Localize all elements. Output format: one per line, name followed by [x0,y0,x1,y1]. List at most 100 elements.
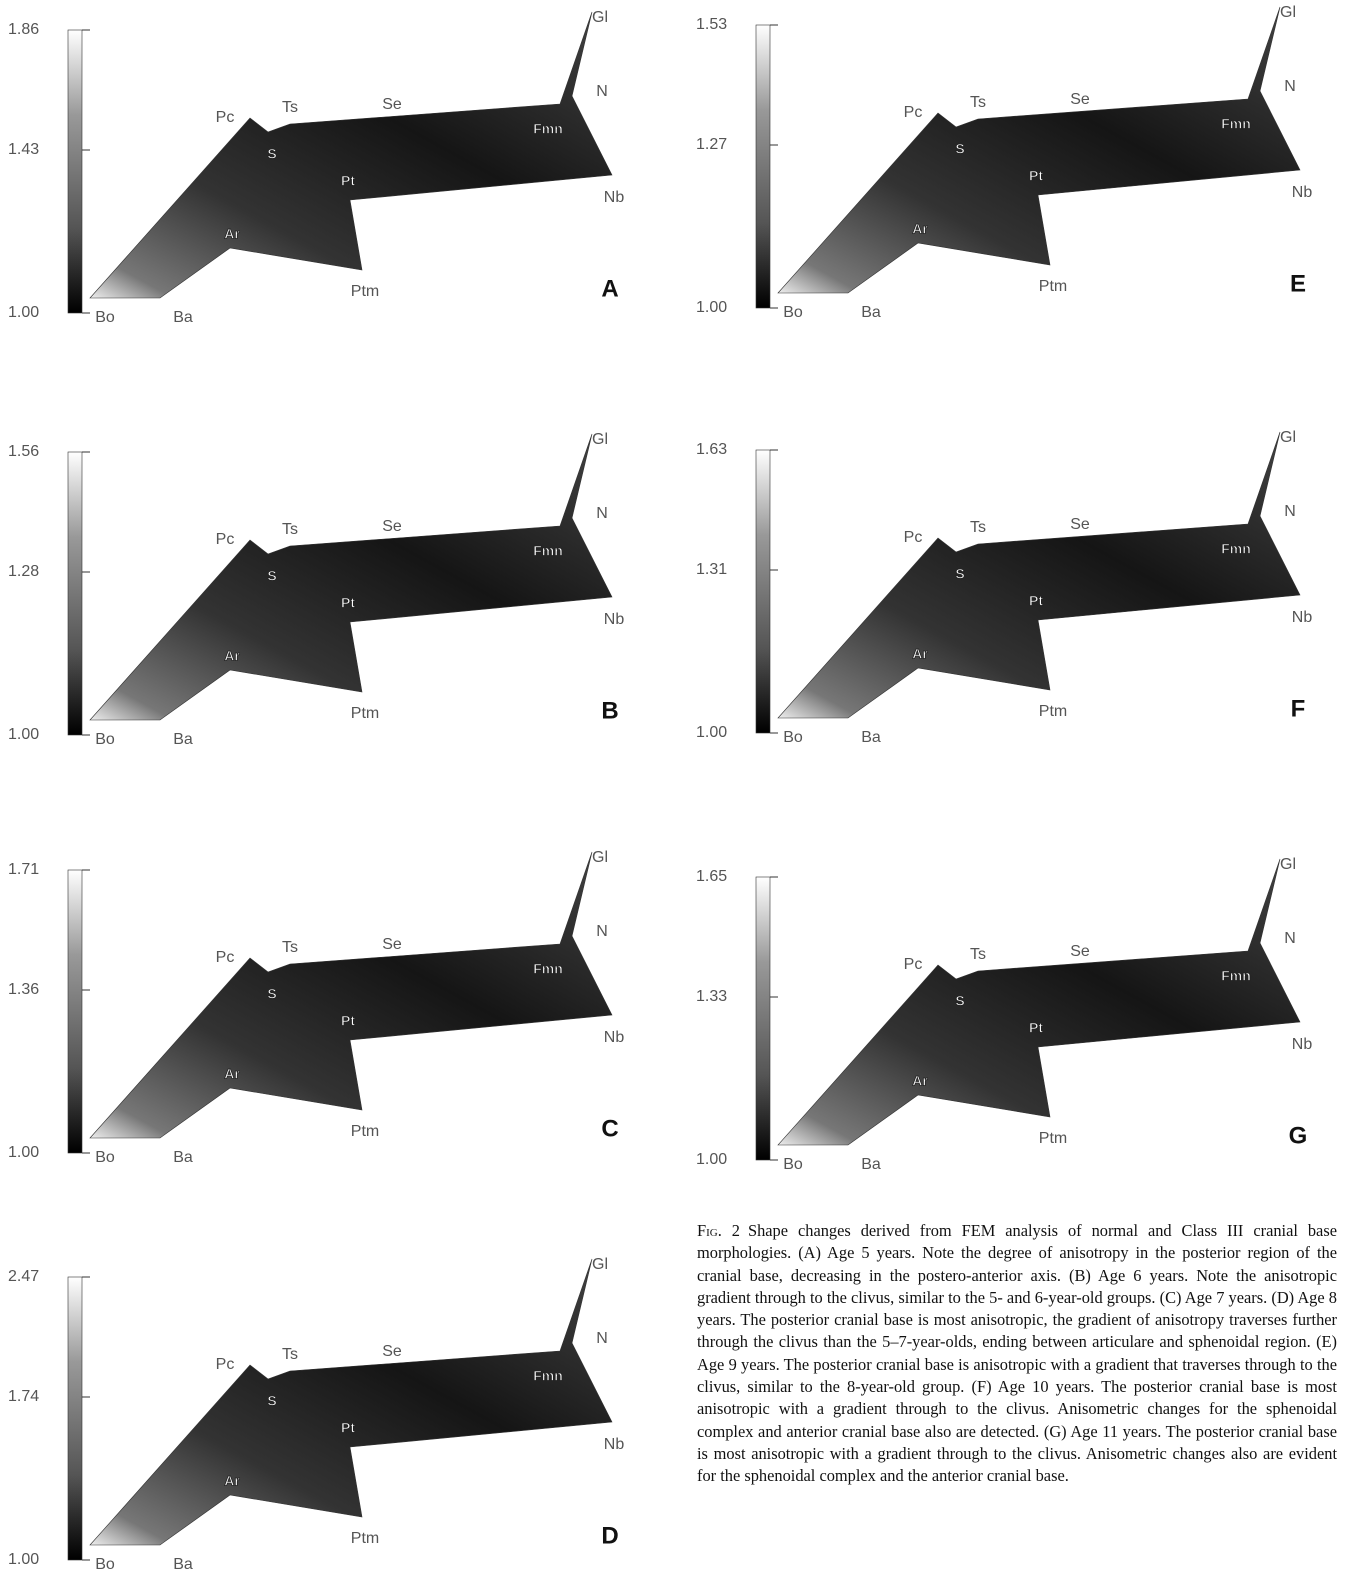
landmark-label: Ba [173,1556,193,1573]
landmark-label: Bo [783,1156,803,1173]
panel-letter: E [1290,270,1306,297]
caption-text: Shape changes derived from FEM analysis … [697,1221,1337,1485]
landmark-label: S [267,1393,276,1409]
scale-label: 2.47 [8,1268,39,1285]
landmark-label: Pt [341,173,355,189]
landmark-label: Bo [783,304,803,321]
color-bar [68,452,82,735]
scale-label: 1.86 [8,21,39,38]
landmark-label: Se [1070,91,1090,108]
landmark-label: N [596,83,608,100]
figure-label: Fig. 2 [697,1221,740,1240]
landmark-label: Pt [1029,1020,1043,1036]
landmark-label: Fmn [1221,968,1251,984]
landmark-label: Se [382,518,402,535]
landmark-label: Fmn [533,121,563,137]
landmark-label: Fmn [1221,116,1251,132]
scale-label: 1.28 [8,563,39,580]
panel-letter: D [601,1522,618,1549]
landmark-label: Nb [604,1029,625,1046]
shape [778,432,1300,718]
landmark-label: Ar [224,1066,240,1082]
landmark-label: Gl [592,431,608,448]
panel-letter: B [601,697,618,724]
landmark-label: Pc [216,109,235,126]
landmark-label: Se [1070,943,1090,960]
landmark-label: Ar [224,226,240,242]
landmark-label: Se [382,96,402,113]
scale-label: 1.31 [696,561,727,578]
color-bar [756,25,770,308]
color-bar [68,1277,82,1560]
landmark-label: Gl [1280,429,1296,446]
landmark-label: Ptm [351,283,379,300]
landmark-label: S [955,993,964,1009]
panel-letter: G [1289,1122,1308,1149]
panel-letter: A [601,275,618,302]
scale-label: 1.00 [8,726,39,743]
landmark-label: Pt [1029,593,1043,609]
landmark-label: Bo [783,729,803,746]
panel-letter: F [1291,695,1306,722]
landmark-label: Ptm [1039,703,1067,720]
landmark-label: Ar [912,221,928,237]
shape [90,852,612,1138]
scale-label: 1.56 [8,443,39,460]
scale-label: 1.74 [8,1388,39,1405]
panel: 1.711.361.00BoBaArPtmPtPcTsSSeFmnGlNNbC [8,849,624,1166]
landmark-label: Pc [904,529,923,546]
landmark-label: Ba [861,729,881,746]
landmark-label: Ptm [351,705,379,722]
landmark-label: Gl [1280,4,1296,21]
landmark-label: Nb [1292,184,1313,201]
landmark-label: Pc [904,956,923,973]
scale-label: 1.00 [8,1551,39,1568]
landmark-label: Ba [173,309,193,326]
scale-label: 1.71 [8,861,39,878]
landmark-label: Fmn [533,1368,563,1384]
landmark-label: Nb [604,1436,625,1453]
landmark-label: S [267,986,276,1002]
landmark-label: Ba [861,1156,881,1173]
landmark-label: Bo [95,1556,115,1573]
scale-label: 1.00 [8,304,39,321]
landmark-label: Pt [341,595,355,611]
landmark-label: Pt [341,1013,355,1029]
landmark-label: Se [1070,516,1090,533]
panel-letter: C [601,1115,618,1142]
landmark-label: Ptm [351,1530,379,1547]
landmark-label: Ts [282,99,298,116]
panel: 1.861.431.00BoBaArPtmPtPcTsSSeFmnGlNNbA [8,9,624,326]
landmark-label: Pc [216,1356,235,1373]
landmark-label: Ba [173,1149,193,1166]
landmark-label: Ba [173,731,193,748]
scale-label: 1.00 [8,1144,39,1161]
landmark-label: Ptm [351,1123,379,1140]
landmark-label: Ts [282,1346,298,1363]
landmark-label: Pc [904,104,923,121]
panel: 1.651.331.00BoBaArPtmPtPcTsSSeFmnGlNNbG [696,856,1312,1173]
scale-label: 1.36 [8,981,39,998]
landmark-label: Se [382,1343,402,1360]
scale-label: 1.00 [696,299,727,316]
landmark-label: Ptm [1039,1130,1067,1147]
landmark-label: Fmn [533,961,563,977]
landmark-label: Gl [592,1256,608,1273]
landmark-label: Nb [1292,1036,1313,1053]
scale-label: 1.00 [696,724,727,741]
landmark-label: Nb [604,189,625,206]
landmark-label: Ts [970,94,986,111]
landmark-label: Pt [341,1420,355,1436]
landmark-label: Ts [282,521,298,538]
landmark-label: Ts [970,946,986,963]
shape [778,859,1300,1145]
shape [778,7,1300,293]
landmark-label: N [1284,503,1296,520]
landmark-label: Pt [1029,168,1043,184]
landmark-label: Pc [216,531,235,548]
scale-label: 1.53 [696,16,727,33]
landmark-label: N [596,923,608,940]
